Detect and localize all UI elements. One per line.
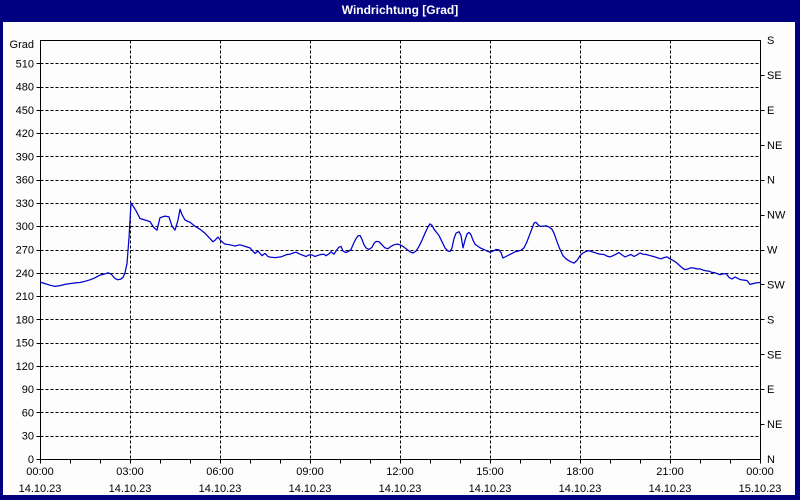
axis-tick-label: E (767, 384, 774, 396)
y-axis-left: 0 30 60 90 120 150 180 210 240 270 300 330 360 390 420… (10, 39, 41, 466)
axis-tick-label: 14.10.23 (649, 483, 692, 495)
axis-tick-label: 360 (16, 175, 34, 187)
chart-gridlines (40, 40, 761, 460)
axis-tick-label: NE (767, 419, 782, 431)
series-line-windrichtung (39, 202, 761, 288)
axis-tick-label: 15.10.23 (739, 483, 782, 495)
x-axis: 00:00 14.10.23 03:00 14.10.23 06:00 14.10.23 0… (19, 459, 782, 495)
axis-tick-label: 420 (16, 128, 34, 140)
axis-tick-label: 480 (16, 82, 34, 94)
axis-tick-label: NE (767, 140, 782, 152)
axis-tick-label: 0 (28, 454, 34, 466)
axis-tick-label: 510 (16, 58, 34, 70)
axis-tick-label: S (767, 314, 774, 326)
axis-tick-label: 30 (22, 431, 34, 443)
axis-tick-label: NW (767, 210, 786, 222)
chart-series (39, 202, 761, 288)
y-axis-right: N NE E SE S SW W NW N NE E SE S (760, 35, 786, 466)
axis-tick-label: 90 (22, 384, 34, 396)
axis-tick-label: N (767, 175, 775, 187)
axis-tick-label: 14.10.23 (109, 483, 152, 495)
axis-tick-label: N (767, 454, 775, 466)
axis-tick-label: 14.10.23 (199, 483, 242, 495)
axis-tick-label: 14.10.23 (469, 483, 512, 495)
window-title: Windrichtung [Grad] (341, 3, 459, 17)
axis-tick-label: 00:00 (746, 466, 774, 478)
axis-tick-label: 14.10.23 (19, 483, 62, 495)
axis-tick-label: 12:00 (386, 466, 414, 478)
axis-tick-label: 330 (16, 198, 34, 210)
axis-tick-label: 09:00 (296, 466, 324, 478)
axis-tick-label: W (767, 245, 778, 257)
axis-tick-label: 390 (16, 151, 34, 163)
axis-tick-label: 300 (16, 221, 34, 233)
axis-tick-label: SE (767, 349, 782, 361)
axis-tick-label: 14.10.23 (289, 483, 332, 495)
axis-tick-label: S (767, 35, 774, 47)
axis-tick-label: SW (767, 279, 785, 291)
axis-tick-label: 14.10.23 (379, 483, 422, 495)
axis-tick-label: 14.10.23 (559, 483, 602, 495)
axis-tick-label: 06:00 (206, 466, 234, 478)
axis-tick-label: 120 (16, 361, 34, 373)
axis-tick-label: 180 (16, 314, 34, 326)
chart-panel: 0 30 60 90 120 150 180 210 240 270 300 330 360 390 420… (3, 22, 795, 495)
axis-tick-label: 450 (16, 105, 34, 117)
axis-tick-label: 240 (16, 268, 34, 280)
axis-tick-label: Grad (10, 39, 34, 51)
wind-direction-chart: 0 30 60 90 120 150 180 210 240 270 300 330 360 390 420… (10, 35, 786, 495)
axis-tick-label: 21:00 (656, 466, 684, 478)
axis-tick-label: 270 (16, 245, 34, 257)
axis-tick-label: SE (767, 70, 782, 82)
axis-tick-label: 210 (16, 291, 34, 303)
axis-tick-label: 03:00 (116, 466, 144, 478)
axis-tick-label: E (767, 105, 774, 117)
axis-tick-label: 60 (22, 407, 34, 419)
axis-tick-label: 150 (16, 338, 34, 350)
axis-tick-label: 15:00 (476, 466, 504, 478)
axis-tick-label: 18:00 (566, 466, 594, 478)
axis-tick-label: 00:00 (26, 466, 54, 478)
